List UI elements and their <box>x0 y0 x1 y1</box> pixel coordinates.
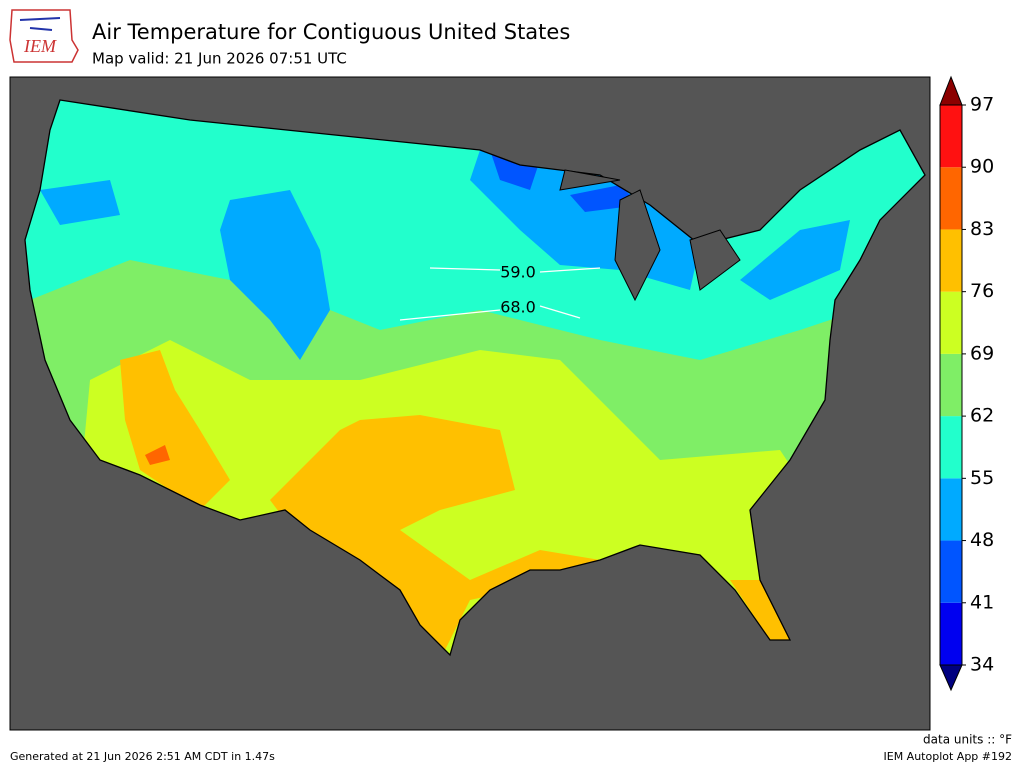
contour-line <box>399 305 581 321</box>
colorbar-label: 90 <box>970 156 994 178</box>
colorbar-frame <box>939 104 963 666</box>
colorbar-label: 55 <box>970 467 994 489</box>
colorbar-label: 97 <box>970 94 994 116</box>
app-note: IEM Autoplot App #192 <box>884 750 1013 763</box>
colorbar-label: 76 <box>970 280 994 302</box>
colorbar-bin <box>940 478 962 541</box>
great-lakes <box>559 169 741 302</box>
units-label: data units :: °F <box>923 733 1012 747</box>
logo-text: IEM <box>23 36 57 56</box>
contour-line <box>429 267 601 273</box>
logo: IEM <box>9 9 79 63</box>
contour-label: 68.0 <box>500 298 536 317</box>
colorbar-label: 34 <box>970 654 994 676</box>
colorbar-bin <box>940 353 962 417</box>
colorbar-label: 69 <box>970 342 994 364</box>
colorbar-bin <box>940 540 962 603</box>
colorbar-label: 83 <box>970 218 994 240</box>
colorbar-bin <box>940 229 962 292</box>
colorbar-bin <box>940 105 962 168</box>
colorbar-label: 41 <box>970 591 994 613</box>
subtitle: Map valid: 21 Jun 2026 07:51 UTC <box>92 50 347 68</box>
generated-note: Generated at 21 Jun 2026 2:51 AM CDT in … <box>10 750 275 763</box>
colorbar-label: 62 <box>970 405 994 427</box>
colorbar-label: 48 <box>970 529 994 551</box>
colorbar-over <box>939 75 963 106</box>
colorbar-bin <box>940 291 962 354</box>
colorbar-bin <box>940 416 962 479</box>
contour-label: 59.0 <box>500 263 536 282</box>
colorbar-bin <box>940 167 962 230</box>
colorbar-bin <box>940 602 962 665</box>
colorbar-under <box>939 664 963 692</box>
title: Air Temperature for Contiguous United St… <box>92 20 570 44</box>
